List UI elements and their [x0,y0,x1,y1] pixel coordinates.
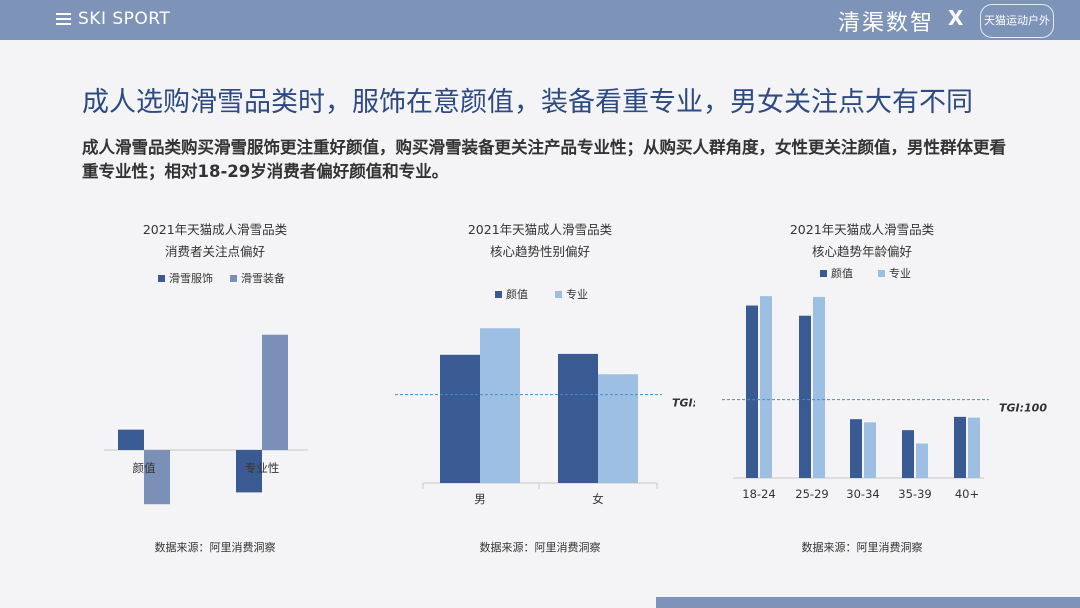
bar [813,296,825,478]
chart-title: 2021年天猫成人滑雪品类 [143,222,288,237]
page-subtitle: 成人滑雪品类购买滑雪服饰更注重好颜值，购买滑雪装备更关注产品专业性；从购买人群角… [82,138,1006,181]
partner-name: 清渠数智 [838,11,935,36]
category-label: 颜值 [133,461,156,475]
collab-x-mark: X [948,6,964,30]
bar [864,422,876,478]
bar [902,430,914,478]
legend-label: 专业 [889,266,911,280]
legend-swatch [495,291,502,298]
bottom-bar [656,597,1080,608]
legend-label: 滑雪装备 [241,271,285,285]
legend-swatch [820,270,827,277]
bar [480,328,520,483]
brand: SKI SPORT [56,9,170,29]
bar [746,305,758,478]
legend-label: 颜值 [831,267,853,280]
bar [558,353,598,483]
category-label: 25-29 [795,487,828,501]
legend-label: 专业 [566,287,588,301]
category-label: 专业性 [245,461,280,475]
category-label: 男 [474,492,486,506]
bar [144,450,170,505]
bar [799,315,811,478]
legend-swatch [230,275,237,282]
data-source: 数据来源：阿里消费洞察 [802,540,923,554]
bar [236,450,262,493]
category-label: 女 [592,492,604,506]
category-label: 30-34 [846,487,879,501]
chart-subtitle: 消费者关注点偏好 [165,244,265,259]
chart-subtitle: 核心趋势年龄偏好 [812,244,912,259]
legend-swatch [878,270,885,277]
tgi-label: TGI:100 [672,397,695,410]
legend-swatch [158,275,165,282]
category-label: 18-24 [742,487,775,501]
tgi-label: TGI:100 [999,402,1047,415]
bar [968,417,980,478]
chart-subtitle: 核心趋势性别偏好 [490,244,590,259]
bar [262,334,288,450]
tmall-sports-logo: 天猫运动户外 [980,4,1054,38]
bar [760,296,772,478]
page-title: 成人选购滑雪品类时，服饰在意颜值，装备看重专业，男女关注点大有不同 [82,87,973,118]
menu-icon[interactable] [56,13,71,25]
chart-title: 2021年天猫成人滑雪品类 [468,222,613,237]
chart-title: 2021年天猫成人滑雪品类 [790,222,935,237]
data-source: 数据来源：阿里消费洞察 [480,540,601,554]
top-bar: SKI SPORT 清渠数智 X 天猫运动户外 [0,0,1080,40]
bar [954,416,966,478]
bar [440,354,480,483]
legend-label: 颜值 [506,288,528,301]
category-label: 35-39 [898,487,931,501]
bar [916,443,928,478]
bar [850,419,862,478]
bar [118,429,144,450]
legend-swatch [555,291,562,298]
bar [598,374,638,483]
data-source: 数据来源：阿里消费洞察 [155,540,276,554]
category-label: 40+ [955,487,979,501]
legend-label: 滑雪服饰 [169,271,213,285]
brand-name: SKI SPORT [78,9,171,29]
